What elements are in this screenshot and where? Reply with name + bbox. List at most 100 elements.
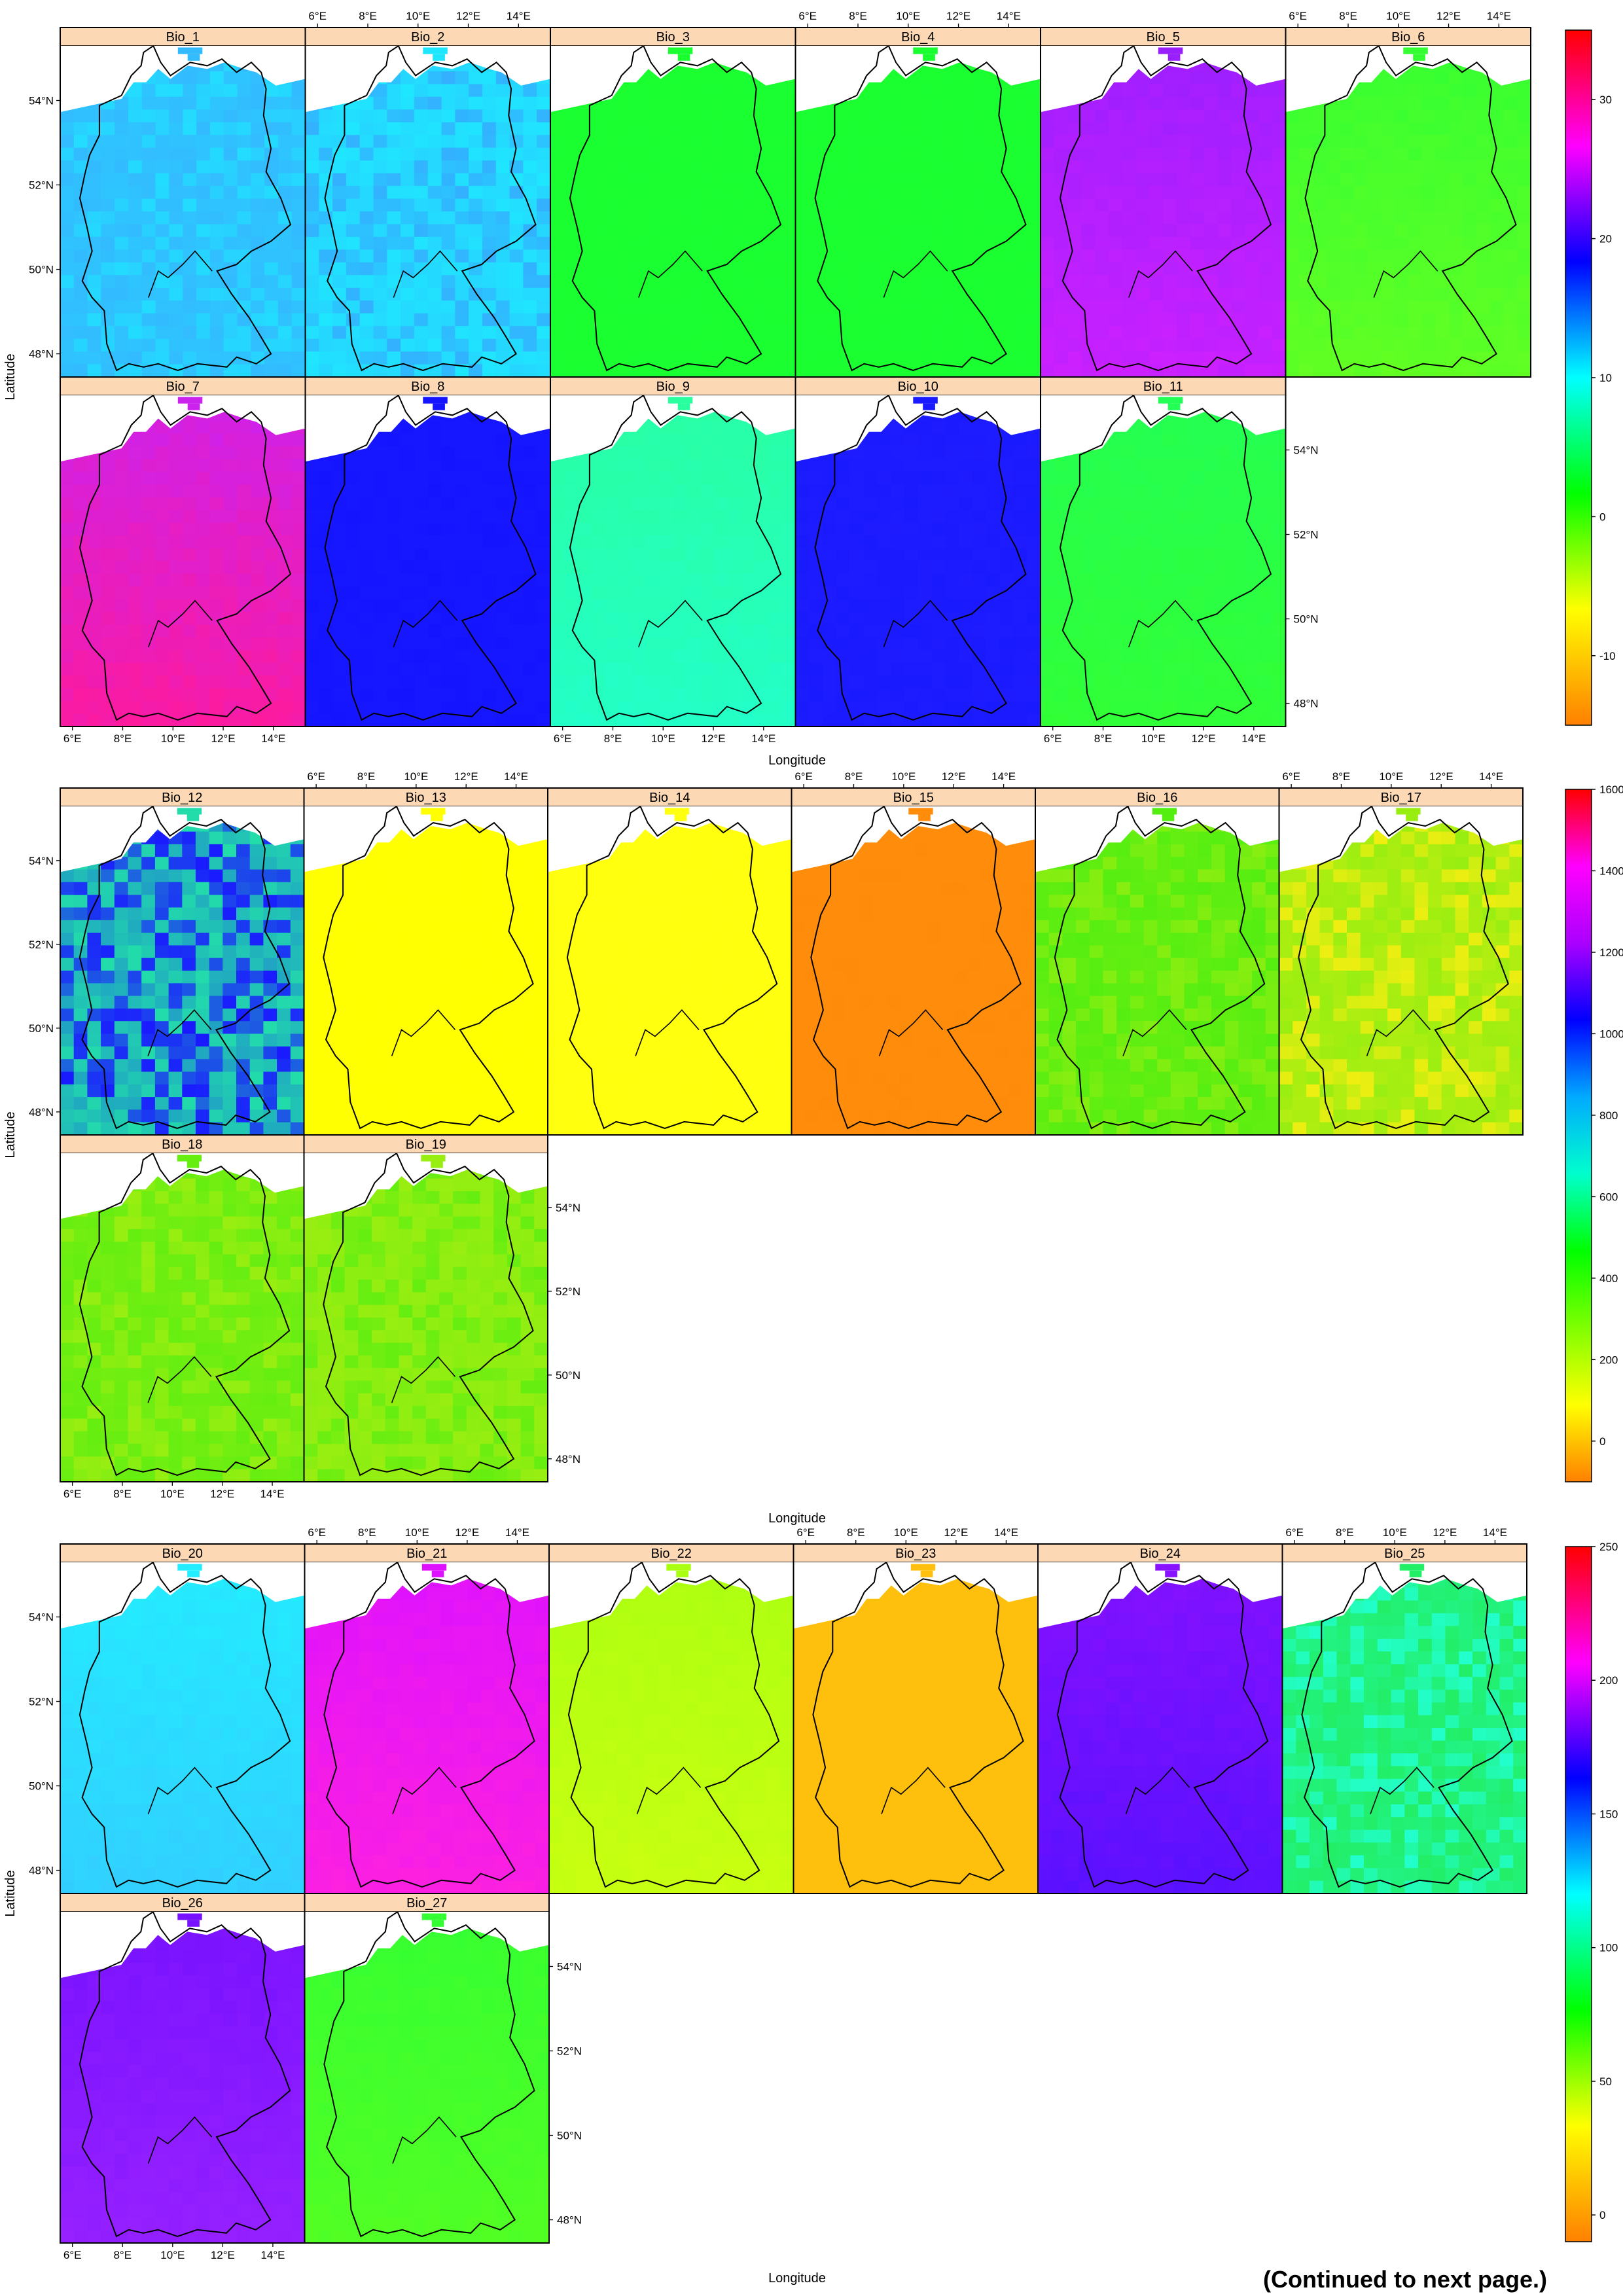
raster-cell — [591, 573, 605, 587]
raster-cell — [1313, 173, 1327, 187]
raster-cell — [155, 688, 169, 702]
raster-cell — [1081, 287, 1096, 301]
raster-cell — [1421, 224, 1436, 238]
raster-cell — [1027, 586, 1041, 600]
raster-cell — [401, 198, 415, 212]
raster-cell — [523, 433, 537, 447]
raster-cell — [632, 275, 647, 289]
raster-cell — [577, 198, 592, 212]
raster-cell — [673, 351, 687, 365]
raster-cell — [1449, 313, 1463, 327]
raster-cell — [1109, 236, 1123, 250]
raster-cell — [836, 262, 851, 276]
raster-cell — [645, 198, 660, 212]
raster-cell — [795, 650, 810, 664]
raster-cell — [563, 236, 579, 250]
raster-cell — [169, 497, 183, 511]
raster-cell — [387, 688, 401, 702]
raster-cell — [768, 160, 783, 174]
raster-cell — [1258, 249, 1273, 263]
raster-cell — [537, 433, 550, 447]
raster-cell — [1394, 122, 1409, 135]
raster-cell — [795, 637, 810, 651]
raster-cell — [509, 96, 524, 110]
raster-cell — [441, 71, 455, 84]
raster-cell — [713, 71, 728, 84]
raster-cell — [455, 433, 469, 447]
raster-cell — [550, 211, 565, 225]
raster-cell — [1435, 173, 1450, 187]
raster-cell — [277, 433, 293, 447]
raster-cell — [128, 147, 143, 161]
raster-cell — [223, 96, 238, 110]
raster-cell — [577, 186, 592, 200]
raster-cell — [223, 713, 238, 726]
raster-cell — [319, 688, 333, 702]
raster-cell — [645, 675, 660, 689]
raster-cell — [849, 135, 865, 149]
raster-cell — [563, 586, 579, 600]
raster-cell — [251, 637, 265, 651]
raster-cell — [523, 262, 537, 276]
raster-cell — [659, 186, 673, 200]
raster-cell — [972, 637, 987, 651]
raster-cell — [1081, 173, 1096, 187]
country-border — [79, 46, 292, 372]
raster-cell — [1013, 637, 1027, 651]
raster-cell — [291, 198, 306, 212]
raster-cell — [1463, 287, 1477, 301]
raster-cell — [986, 701, 1001, 715]
raster-cell — [823, 459, 837, 473]
raster-cell — [414, 313, 429, 327]
raster-cell — [972, 497, 987, 511]
raster-cell — [1258, 459, 1273, 473]
raster-cell — [741, 96, 755, 110]
raster-cell — [1394, 211, 1409, 225]
raster-cell — [441, 275, 455, 289]
raster-cell — [999, 364, 1014, 377]
raster-cell — [495, 701, 510, 715]
raster-cell — [319, 586, 333, 600]
raster-cell — [73, 522, 88, 536]
raster-cell — [741, 211, 755, 225]
raster-cell — [605, 688, 619, 702]
raster-cell — [1258, 173, 1273, 187]
raster-cell — [904, 364, 919, 377]
raster-cell — [959, 484, 973, 498]
raster-cell — [1231, 135, 1245, 149]
raster-cell — [931, 484, 946, 498]
raster-cell — [387, 198, 401, 212]
raster-cell — [277, 224, 293, 238]
raster-cell — [1122, 446, 1137, 459]
raster-cell — [1313, 224, 1327, 238]
raster-cell — [1095, 249, 1109, 263]
raster-cell — [713, 650, 728, 664]
raster-cell — [1067, 287, 1082, 301]
raster-cell — [101, 351, 115, 365]
raster-cell — [1285, 364, 1300, 377]
raster-cell — [1122, 96, 1137, 110]
raster-cell — [904, 701, 919, 715]
raster-cell — [1027, 484, 1041, 498]
raster-cell — [605, 173, 619, 187]
raster-cell — [999, 599, 1014, 613]
raster-cell — [251, 688, 265, 702]
raster-cell — [414, 713, 429, 726]
raster-cell — [1313, 262, 1327, 276]
raster-cell — [986, 224, 1001, 238]
raster-cell — [1408, 338, 1423, 352]
raster-cell — [1476, 135, 1491, 149]
raster-cell — [1095, 147, 1109, 161]
raster-cell — [659, 599, 673, 613]
raster-cell — [781, 701, 796, 715]
raster-cell — [1285, 249, 1300, 263]
raster-cell — [319, 300, 333, 314]
raster-cell — [1190, 262, 1205, 276]
raster-cell — [863, 262, 878, 276]
raster-cell — [128, 173, 143, 187]
raster-cell — [291, 96, 306, 110]
raster-cell — [1204, 420, 1219, 434]
raster-cell — [495, 122, 510, 135]
raster-cell — [1489, 224, 1504, 238]
raster-cell — [455, 713, 469, 726]
